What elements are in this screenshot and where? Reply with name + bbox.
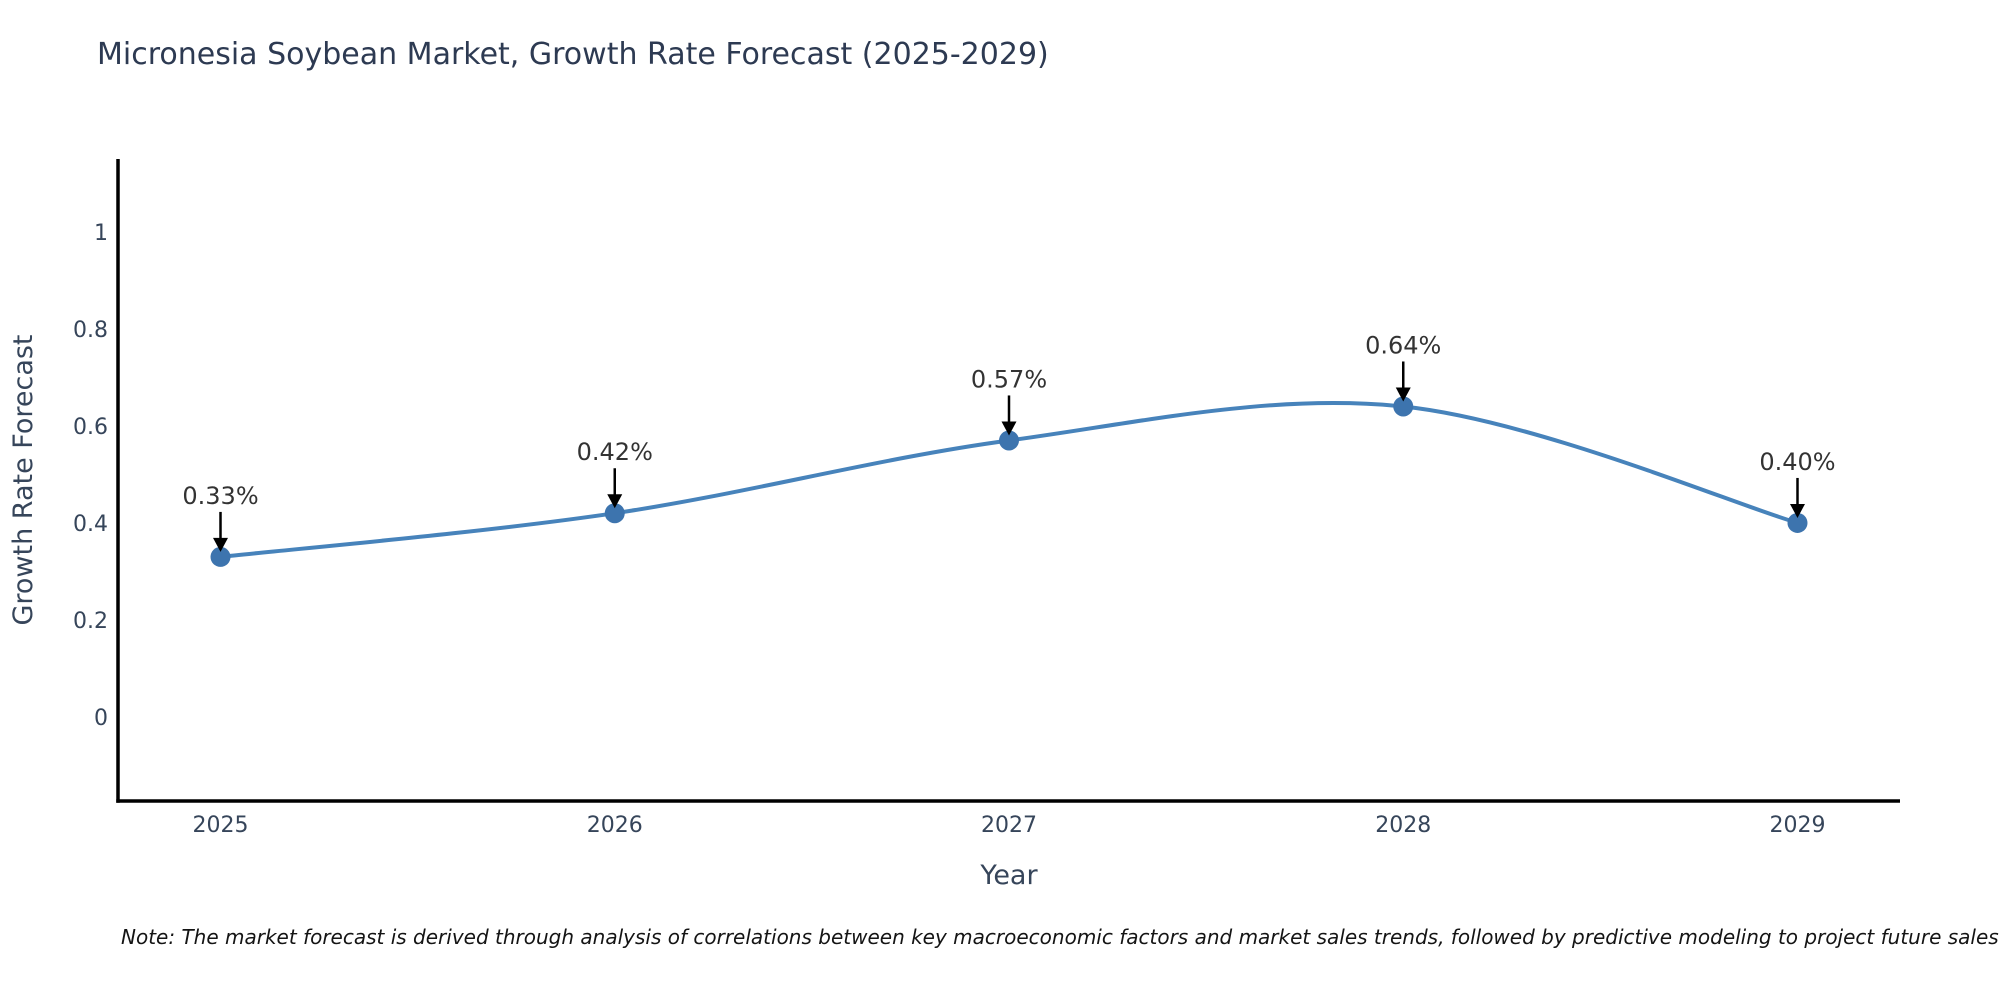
data-point-value-label: 0.40%: [1759, 448, 1835, 476]
annotation-arrowhead-icon: [1789, 503, 1805, 518]
data-point-marker: [1393, 396, 1414, 417]
x-tick-label: 2028: [1375, 813, 1431, 838]
x-tick-label: 2029: [1769, 813, 1825, 838]
annotation-arrowhead-icon: [1395, 387, 1411, 402]
x-tick-label: 2026: [587, 813, 643, 838]
y-tick-label: 0.6: [73, 415, 108, 440]
y-tick-label: 0.4: [73, 512, 108, 537]
y-axis-title: Growth Rate Forecast: [8, 334, 39, 625]
y-tick-label: 0.8: [73, 318, 108, 343]
data-point-marker: [210, 546, 231, 567]
data-point-marker: [999, 430, 1019, 451]
data-point-value-label: 0.42%: [577, 438, 653, 466]
data-point-value-label: 0.64%: [1365, 331, 1441, 359]
x-axis-title: Year: [979, 860, 1038, 891]
y-tick-label: 0.2: [73, 609, 108, 634]
data-point-marker: [1787, 512, 1808, 533]
data-point-value-label: 0.57%: [971, 365, 1047, 393]
annotation-arrowhead-icon: [213, 537, 229, 552]
footnote-text: Note: The market forecast is derived thr…: [121, 925, 1999, 949]
y-tick-label: 0: [94, 706, 108, 731]
x-tick-label: 2027: [981, 813, 1037, 838]
data-point-value-label: 0.33%: [182, 482, 258, 510]
chart-title: Micronesia Soybean Market, Growth Rate F…: [97, 37, 1049, 72]
annotation-arrowhead-icon: [1001, 421, 1017, 436]
x-tick-label: 2025: [193, 813, 249, 838]
y-tick-label: 1: [94, 221, 108, 246]
data-point-marker: [604, 503, 625, 524]
annotation-arrowhead-icon: [607, 494, 623, 509]
